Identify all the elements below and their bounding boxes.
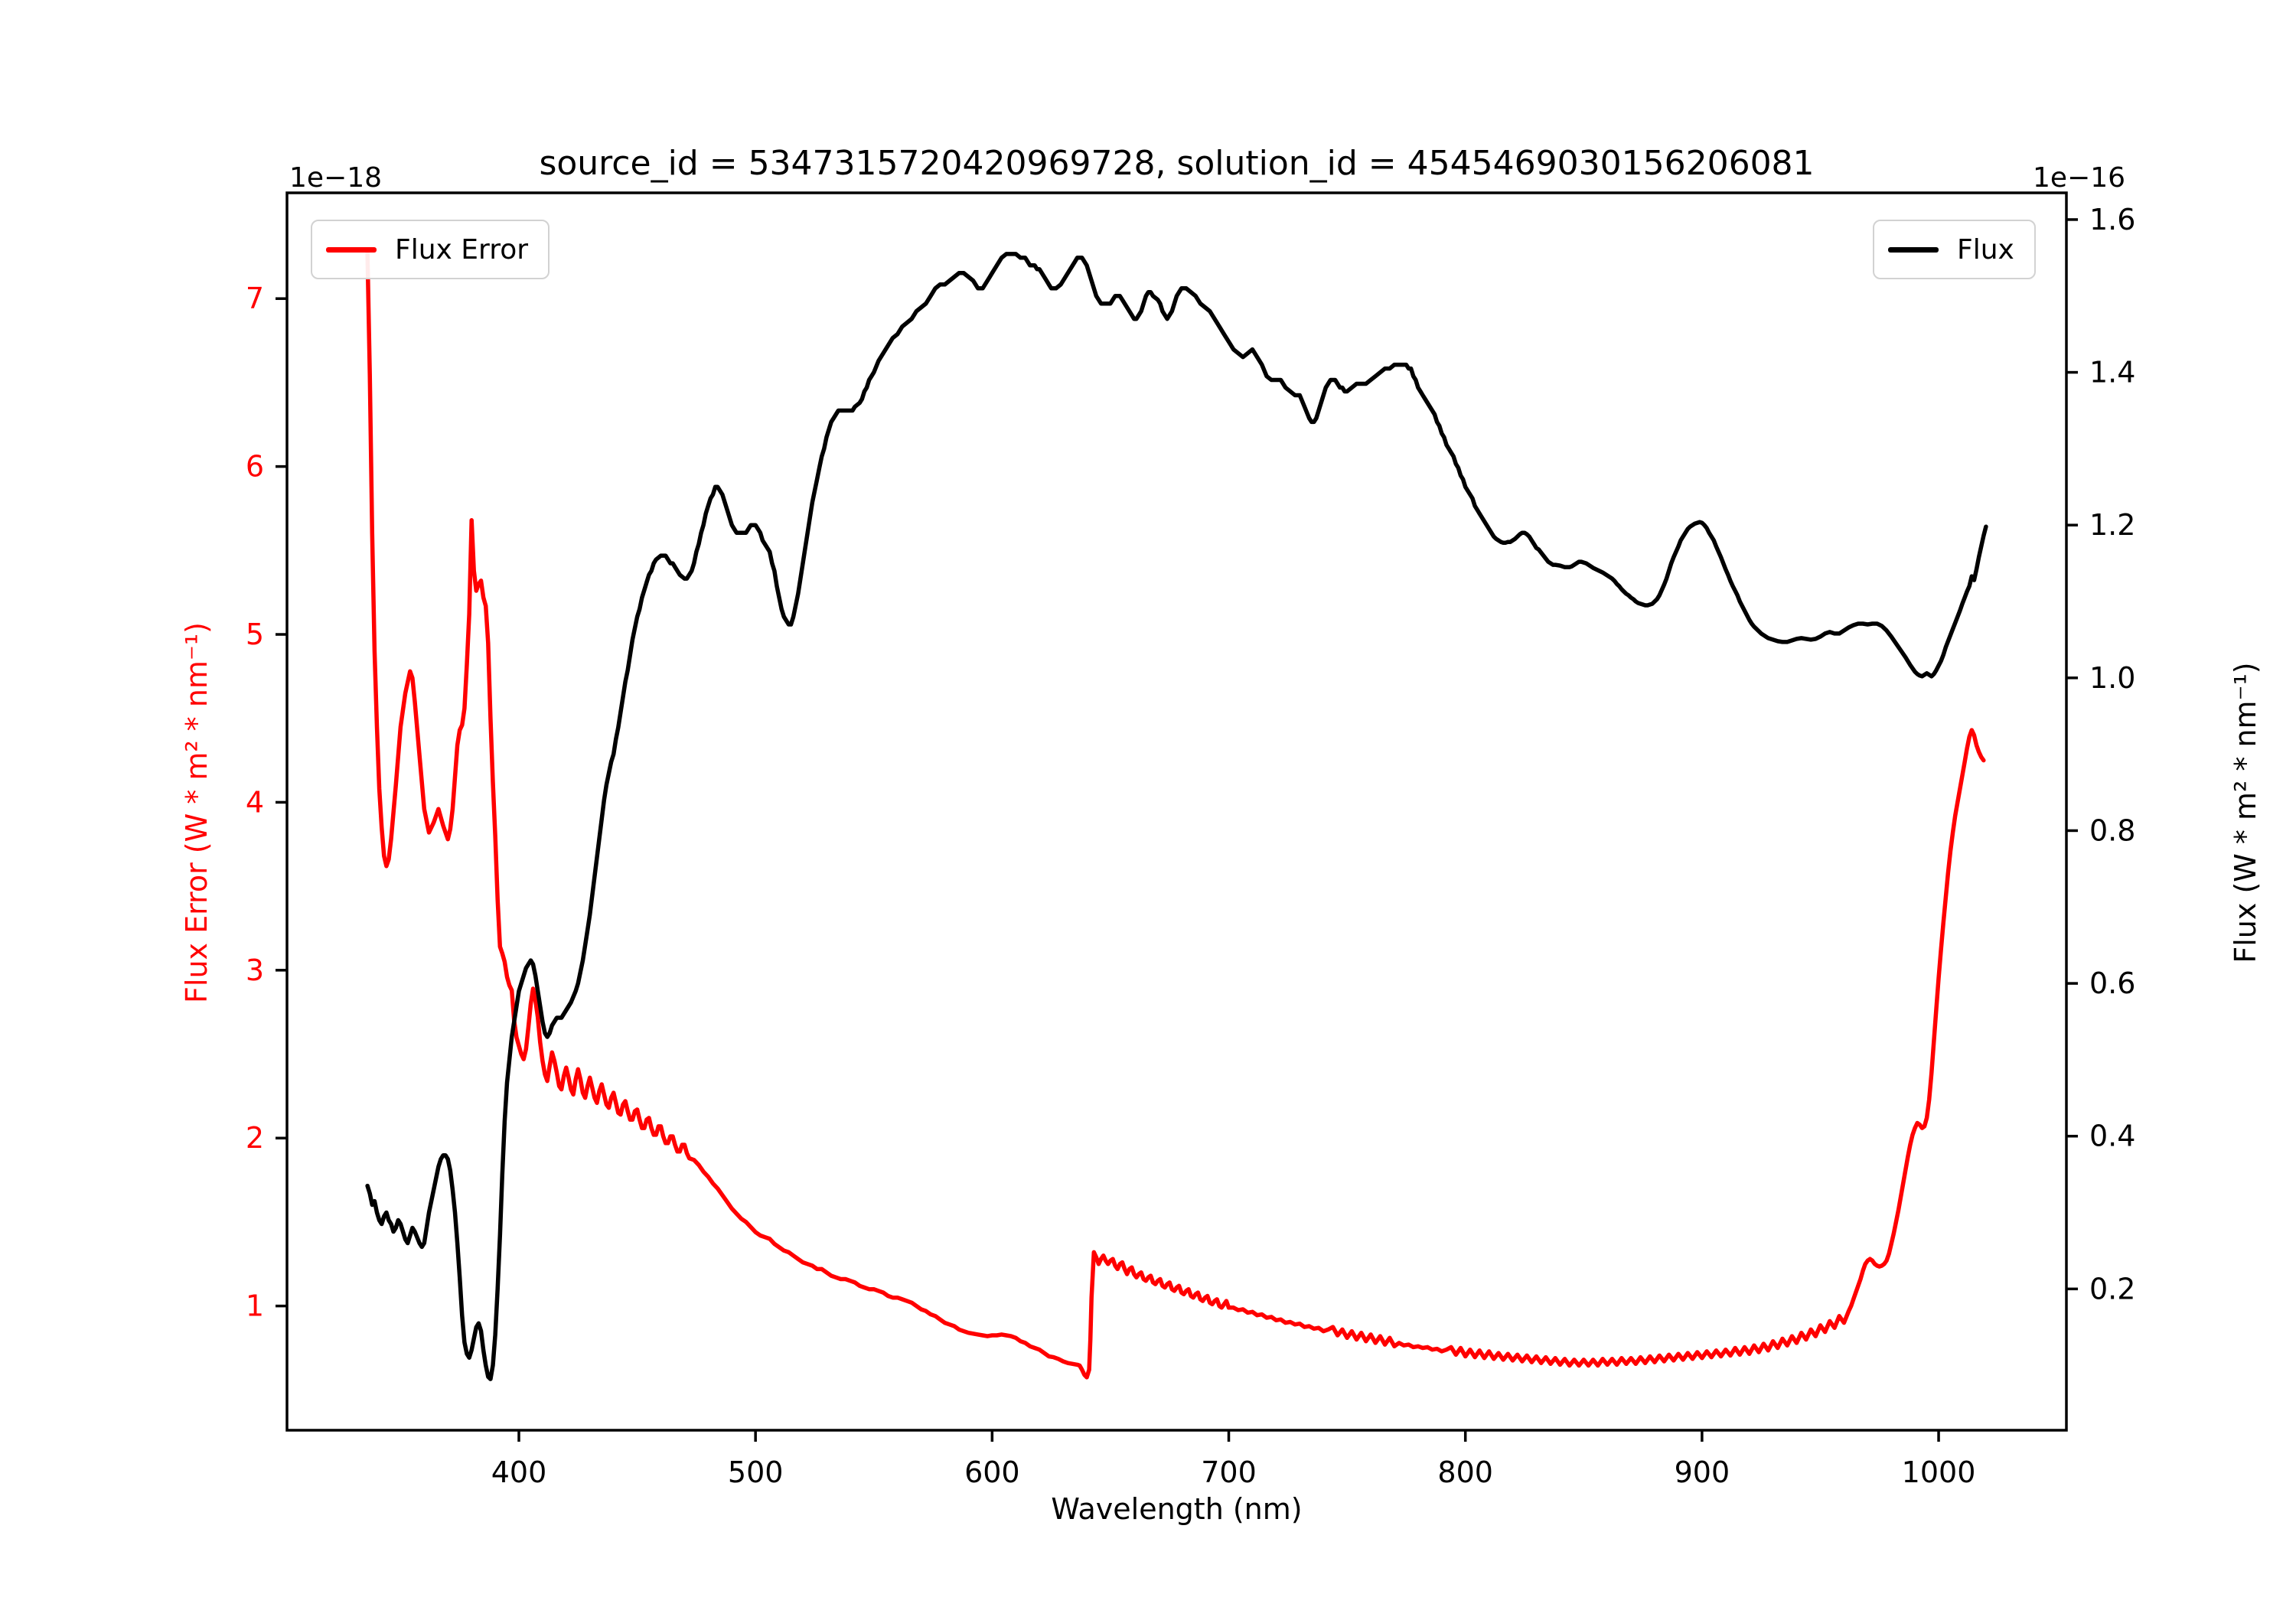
flux-curve [365, 252, 1988, 1381]
right-y-tick-label: 1.2 [2089, 508, 2135, 542]
left-y-tick-label: 4 [246, 785, 264, 819]
legend-flux-label: Flux [1957, 233, 2014, 266]
right-y-tick-label: 1.4 [2089, 356, 2135, 390]
x-axis-label: Wavelength (nm) [1051, 1492, 1303, 1526]
x-tick-label: 900 [1675, 1455, 1730, 1489]
flux-error-curve [365, 249, 1986, 1380]
x-tick-label: 400 [491, 1455, 547, 1489]
left-y-tick-label: 6 [246, 450, 264, 484]
right-y-tick-label: 0.6 [2089, 966, 2135, 1000]
legend-flux-error-label: Flux Error [395, 233, 529, 266]
tick-marks [276, 218, 2078, 1442]
right-axis-offset-label: 1e−16 [2033, 162, 2126, 194]
left-y-tick-label: 2 [246, 1121, 264, 1155]
tick-labels: 400 500 600 700 800 900 1000 1 2 3 4 5 6 7 0.2 0.4 0.6 0.… [246, 203, 2136, 1489]
left-axis-offset-label: 1e−18 [289, 162, 383, 194]
flux-error-line-sample [326, 246, 377, 253]
y-axis-label-right: Flux (W * m² * nm⁻¹) [2229, 662, 2262, 963]
x-tick-label: 700 [1201, 1455, 1257, 1489]
legend-flux-error: Flux Error [311, 220, 550, 279]
y-axis-label-left: Flux Error (W * m² * nm⁻¹) [180, 622, 214, 1003]
legend-flux: Flux [1873, 220, 2036, 279]
x-tick-label: 1000 [1902, 1455, 1976, 1489]
left-y-tick-label: 1 [246, 1289, 264, 1323]
flux-line-sample [1888, 246, 1939, 253]
plot-title: source_id = 5347315720420969728, solutio… [539, 144, 1815, 183]
right-y-tick-label: 1.6 [2089, 203, 2135, 236]
right-y-tick-label: 0.4 [2089, 1120, 2135, 1153]
plot-frame [285, 191, 2068, 1432]
x-tick-label: 800 [1437, 1455, 1493, 1489]
left-y-tick-label: 3 [246, 953, 264, 987]
x-tick-label: 600 [964, 1455, 1020, 1489]
right-y-tick-label: 0.2 [2089, 1272, 2135, 1305]
x-tick-label: 500 [728, 1455, 784, 1489]
left-y-tick-label: 7 [246, 282, 264, 315]
right-y-tick-label: 0.8 [2089, 813, 2135, 847]
left-y-tick-label: 5 [246, 618, 264, 651]
right-y-tick-label: 1.0 [2089, 661, 2135, 695]
